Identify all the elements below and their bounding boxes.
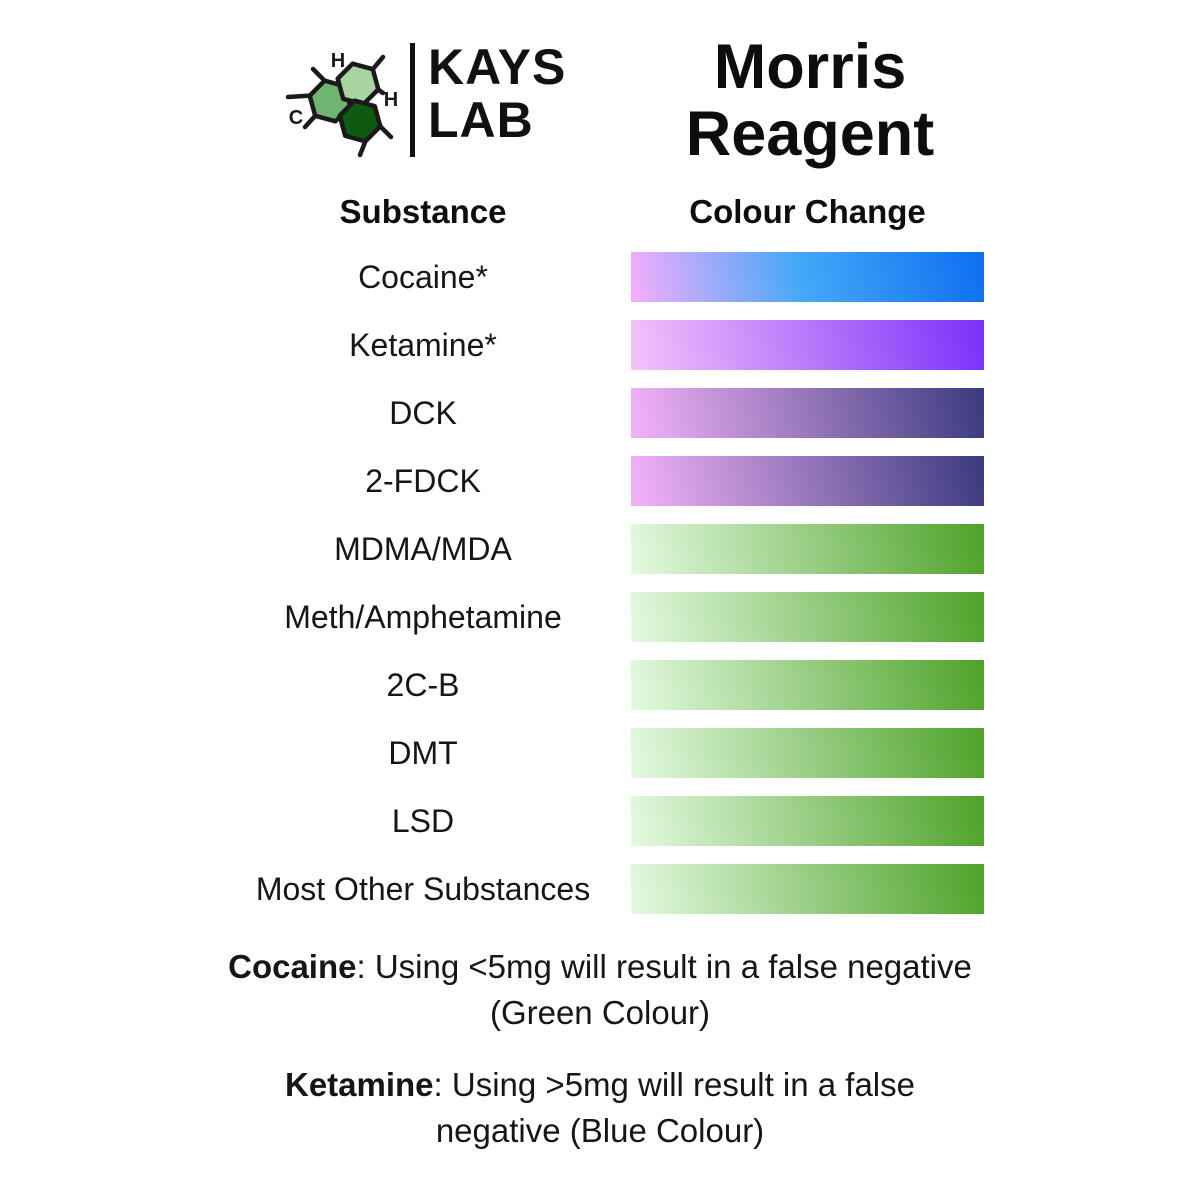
table-row: Meth/Amphetamine — [0, 592, 1200, 642]
colour-change-bar — [631, 456, 984, 506]
table-row: DCK — [0, 388, 1200, 438]
molecule-logo-icon: H H C — [285, 50, 398, 158]
table-row: Most Other Substances — [0, 864, 1200, 914]
colour-change-bar — [631, 796, 984, 846]
colour-change-bar — [631, 592, 984, 642]
brand-line-2: LAB — [428, 92, 534, 148]
table-row: DMT — [0, 728, 1200, 778]
atom-label-h-right: H — [384, 89, 398, 111]
substance-label: 2-FDCK — [365, 463, 481, 499]
substance-table: Cocaine* Ketamine* DCK 2-FDCK MDMA/MDA M… — [0, 252, 1200, 932]
footnote-ketamine-term: Ketamine — [284, 1066, 434, 1103]
table-row: Ketamine* — [0, 320, 1200, 370]
substance-label: Cocaine* — [358, 259, 488, 295]
colour-change-bar — [631, 388, 984, 438]
atom-label-c-left: C — [289, 107, 303, 129]
substance-label: 2C-B — [386, 667, 460, 703]
title-line-1: Morris — [713, 32, 907, 102]
substance-label: MDMA/MDA — [334, 531, 512, 567]
title-line-2: Reagent — [685, 99, 935, 169]
footnote-cocaine-term: Cocaine — [228, 948, 357, 985]
footnote-ketamine: Ketamine: Using >5mg will result in a fa… — [225, 1062, 975, 1154]
colour-change-bar — [631, 524, 984, 574]
footnote-cocaine-text: : Using <5mg will result in a false nega… — [356, 948, 972, 1031]
footnotes: Cocaine: Using <5mg will result in a fal… — [0, 944, 1200, 1154]
substance-label: DMT — [388, 735, 458, 771]
table-row: MDMA/MDA — [0, 524, 1200, 574]
kays-lab-logo: H H C KAYS LAB — [280, 38, 566, 170]
table-row: 2C-B — [0, 660, 1200, 710]
colour-change-bar — [631, 660, 984, 710]
colour-change-bar — [631, 728, 984, 778]
brand-name: KAYS LAB — [428, 41, 566, 147]
brand-line-1: KAYS — [428, 39, 567, 95]
colour-change-bar — [631, 864, 984, 914]
footnote-cocaine: Cocaine: Using <5mg will result in a fal… — [225, 944, 975, 1036]
substance-label: Meth/Amphetamine — [284, 599, 562, 635]
substance-label: Most Other Substances — [255, 871, 591, 907]
logo-divider — [410, 43, 415, 157]
substance-label: DCK — [389, 395, 457, 431]
column-header-colour-change: Colour Change — [689, 193, 926, 230]
table-row: Cocaine* — [0, 252, 1200, 302]
colour-change-bar — [631, 320, 984, 370]
page-title: Morris Reagent — [620, 34, 1000, 168]
atom-label-h-top: H — [331, 50, 345, 72]
column-header-substance: Substance — [339, 193, 507, 230]
table-row: LSD — [0, 796, 1200, 846]
substance-label: Ketamine* — [349, 327, 497, 363]
footnote-ketamine-text: : Using >5mg will result in a false nega… — [433, 1066, 915, 1149]
colour-change-bar — [631, 252, 984, 302]
substance-label: LSD — [391, 803, 455, 839]
hexagon-dark-green — [337, 98, 383, 144]
table-row: 2-FDCK — [0, 456, 1200, 506]
